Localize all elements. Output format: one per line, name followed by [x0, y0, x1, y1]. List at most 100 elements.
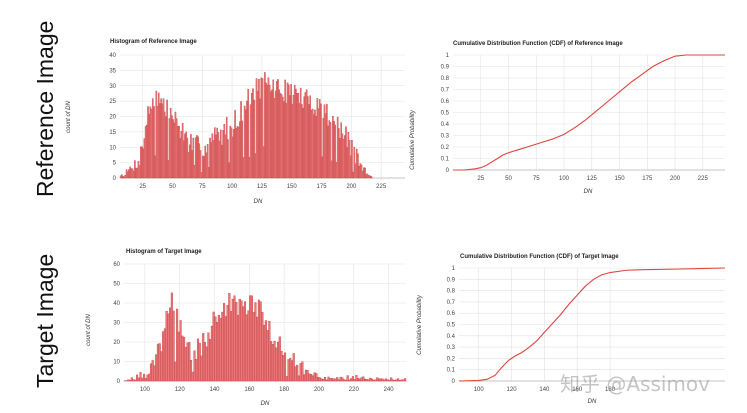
x-tick-label: 180 [279, 387, 290, 393]
x-tick-label: 180 [605, 387, 616, 393]
y-tick-label: 0 [452, 379, 456, 385]
x-tick-label: 225 [376, 184, 387, 190]
chart-title: Histogram of Target Image [126, 249, 202, 255]
y-axis-label: Cumulative Probability [417, 294, 423, 355]
x-tick-label: 125 [257, 184, 268, 190]
histogram-bar [227, 139, 229, 179]
x-tick-label: 175 [317, 184, 328, 190]
x-axis-label: DN [588, 399, 597, 405]
x-tick-label: 75 [533, 176, 540, 182]
histogram-bar [241, 120, 243, 179]
y-tick-label: 0.7 [447, 300, 456, 306]
y-tick-label: 20 [109, 115, 116, 121]
y-tick-label: 0.5 [447, 323, 456, 329]
histogram-bar [336, 377, 339, 382]
y-tick-label: 0.1 [447, 368, 456, 374]
y-tick-label: 10 [109, 145, 116, 151]
histogram-bar [364, 167, 366, 179]
y-tick-label: 40 [109, 53, 116, 59]
y-tick-label: 0.1 [441, 157, 450, 163]
y-tick-label: 35 [109, 68, 116, 74]
y-tick-label: 0 [113, 176, 117, 182]
histogram-bar [283, 352, 287, 382]
histogram-bar [206, 144, 209, 179]
histogram-bar [362, 376, 365, 382]
histogram-bar [334, 124, 337, 179]
histogram-bar [351, 376, 354, 382]
y-axis-label: Cumulative Probability [410, 109, 416, 170]
histogram-bar [346, 375, 349, 382]
histogram-bar [296, 364, 299, 382]
x-tick-label: 125 [587, 176, 598, 182]
y-tick-label: 0.4 [441, 122, 450, 128]
x-tick-label: 100 [140, 387, 151, 393]
x-axis-label: DN [254, 199, 263, 205]
x-tick-label: 240 [384, 387, 395, 393]
histogram-bar [397, 378, 400, 382]
histogram-bar [353, 146, 356, 179]
chart-title: Cumulative Distribution Function (CDF) o… [460, 254, 619, 260]
histogram-bar [324, 377, 327, 382]
histogram-bar [253, 99, 255, 179]
x-tick-label: 140 [539, 387, 550, 393]
y-tick-label: 0 [117, 379, 121, 385]
x-tick-label: 200 [346, 184, 357, 190]
y-tick-label: 0.9 [441, 65, 450, 71]
histogram-bar [370, 176, 372, 179]
histogram-bar [199, 150, 202, 179]
histogram-bar [329, 122, 332, 179]
y-tick-label: 0.2 [447, 356, 456, 362]
histogram-bar [139, 372, 142, 382]
chart-title: Cumulative Distribution Function (CDF) o… [453, 41, 623, 47]
histogram-bar [172, 310, 175, 382]
x-tick-label: 120 [507, 387, 518, 393]
x-axis-label: DN [261, 401, 270, 407]
y-tick-label: 25 [109, 99, 116, 105]
chart-title: Histogram of Reference Image [110, 39, 197, 45]
x-tick-label: 160 [572, 387, 583, 393]
y-tick-label: 30 [113, 321, 120, 327]
cdf-line [453, 54, 725, 171]
y-tick-label: 5 [113, 161, 117, 167]
y-tick-label: 0.2 [441, 145, 450, 151]
x-tick-label: 50 [169, 184, 176, 190]
watermark: 知乎 @Assimov [560, 372, 710, 396]
y-tick-label: 0.6 [447, 311, 456, 317]
y-tick-label: 20 [113, 340, 120, 346]
y-tick-label: 0.8 [441, 76, 450, 82]
histogram-bar [357, 153, 359, 179]
y-tick-label: 30 [109, 84, 116, 90]
histogram-bar [247, 88, 249, 179]
y-axis-label: count of DN [66, 100, 72, 132]
x-axis-label: DN [584, 189, 593, 195]
x-tick-label: 100 [474, 387, 485, 393]
y-tick-label: 0.4 [447, 334, 456, 340]
histogram-bar [301, 361, 304, 382]
x-tick-label: 100 [227, 184, 238, 190]
histogram-bar [351, 140, 353, 179]
histogram-bar [166, 99, 168, 179]
histogram-bar [189, 360, 193, 382]
y-axis-label: count of DN [86, 313, 92, 345]
x-tick-label: 140 [210, 387, 221, 393]
y-tick-label: 40 [113, 301, 120, 307]
x-tick-label: 25 [139, 184, 146, 190]
y-tick-label: 1 [446, 53, 450, 59]
x-tick-label: 160 [244, 387, 255, 393]
histogram-bar [261, 78, 264, 179]
y-tick-label: 0.9 [447, 277, 456, 283]
y-tick-label: 0 [446, 168, 450, 174]
histogram-bar [153, 106, 155, 179]
y-tick-label: 50 [113, 282, 120, 288]
y-tick-label: 10 [113, 360, 120, 366]
histogram-bar [192, 137, 195, 179]
y-tick-label: 0.3 [441, 134, 450, 140]
x-tick-label: 200 [314, 387, 325, 393]
x-tick-label: 225 [698, 176, 709, 182]
x-tick-label: 120 [175, 387, 186, 393]
y-tick-label: 0.6 [441, 99, 450, 105]
x-tick-label: 200 [670, 176, 681, 182]
